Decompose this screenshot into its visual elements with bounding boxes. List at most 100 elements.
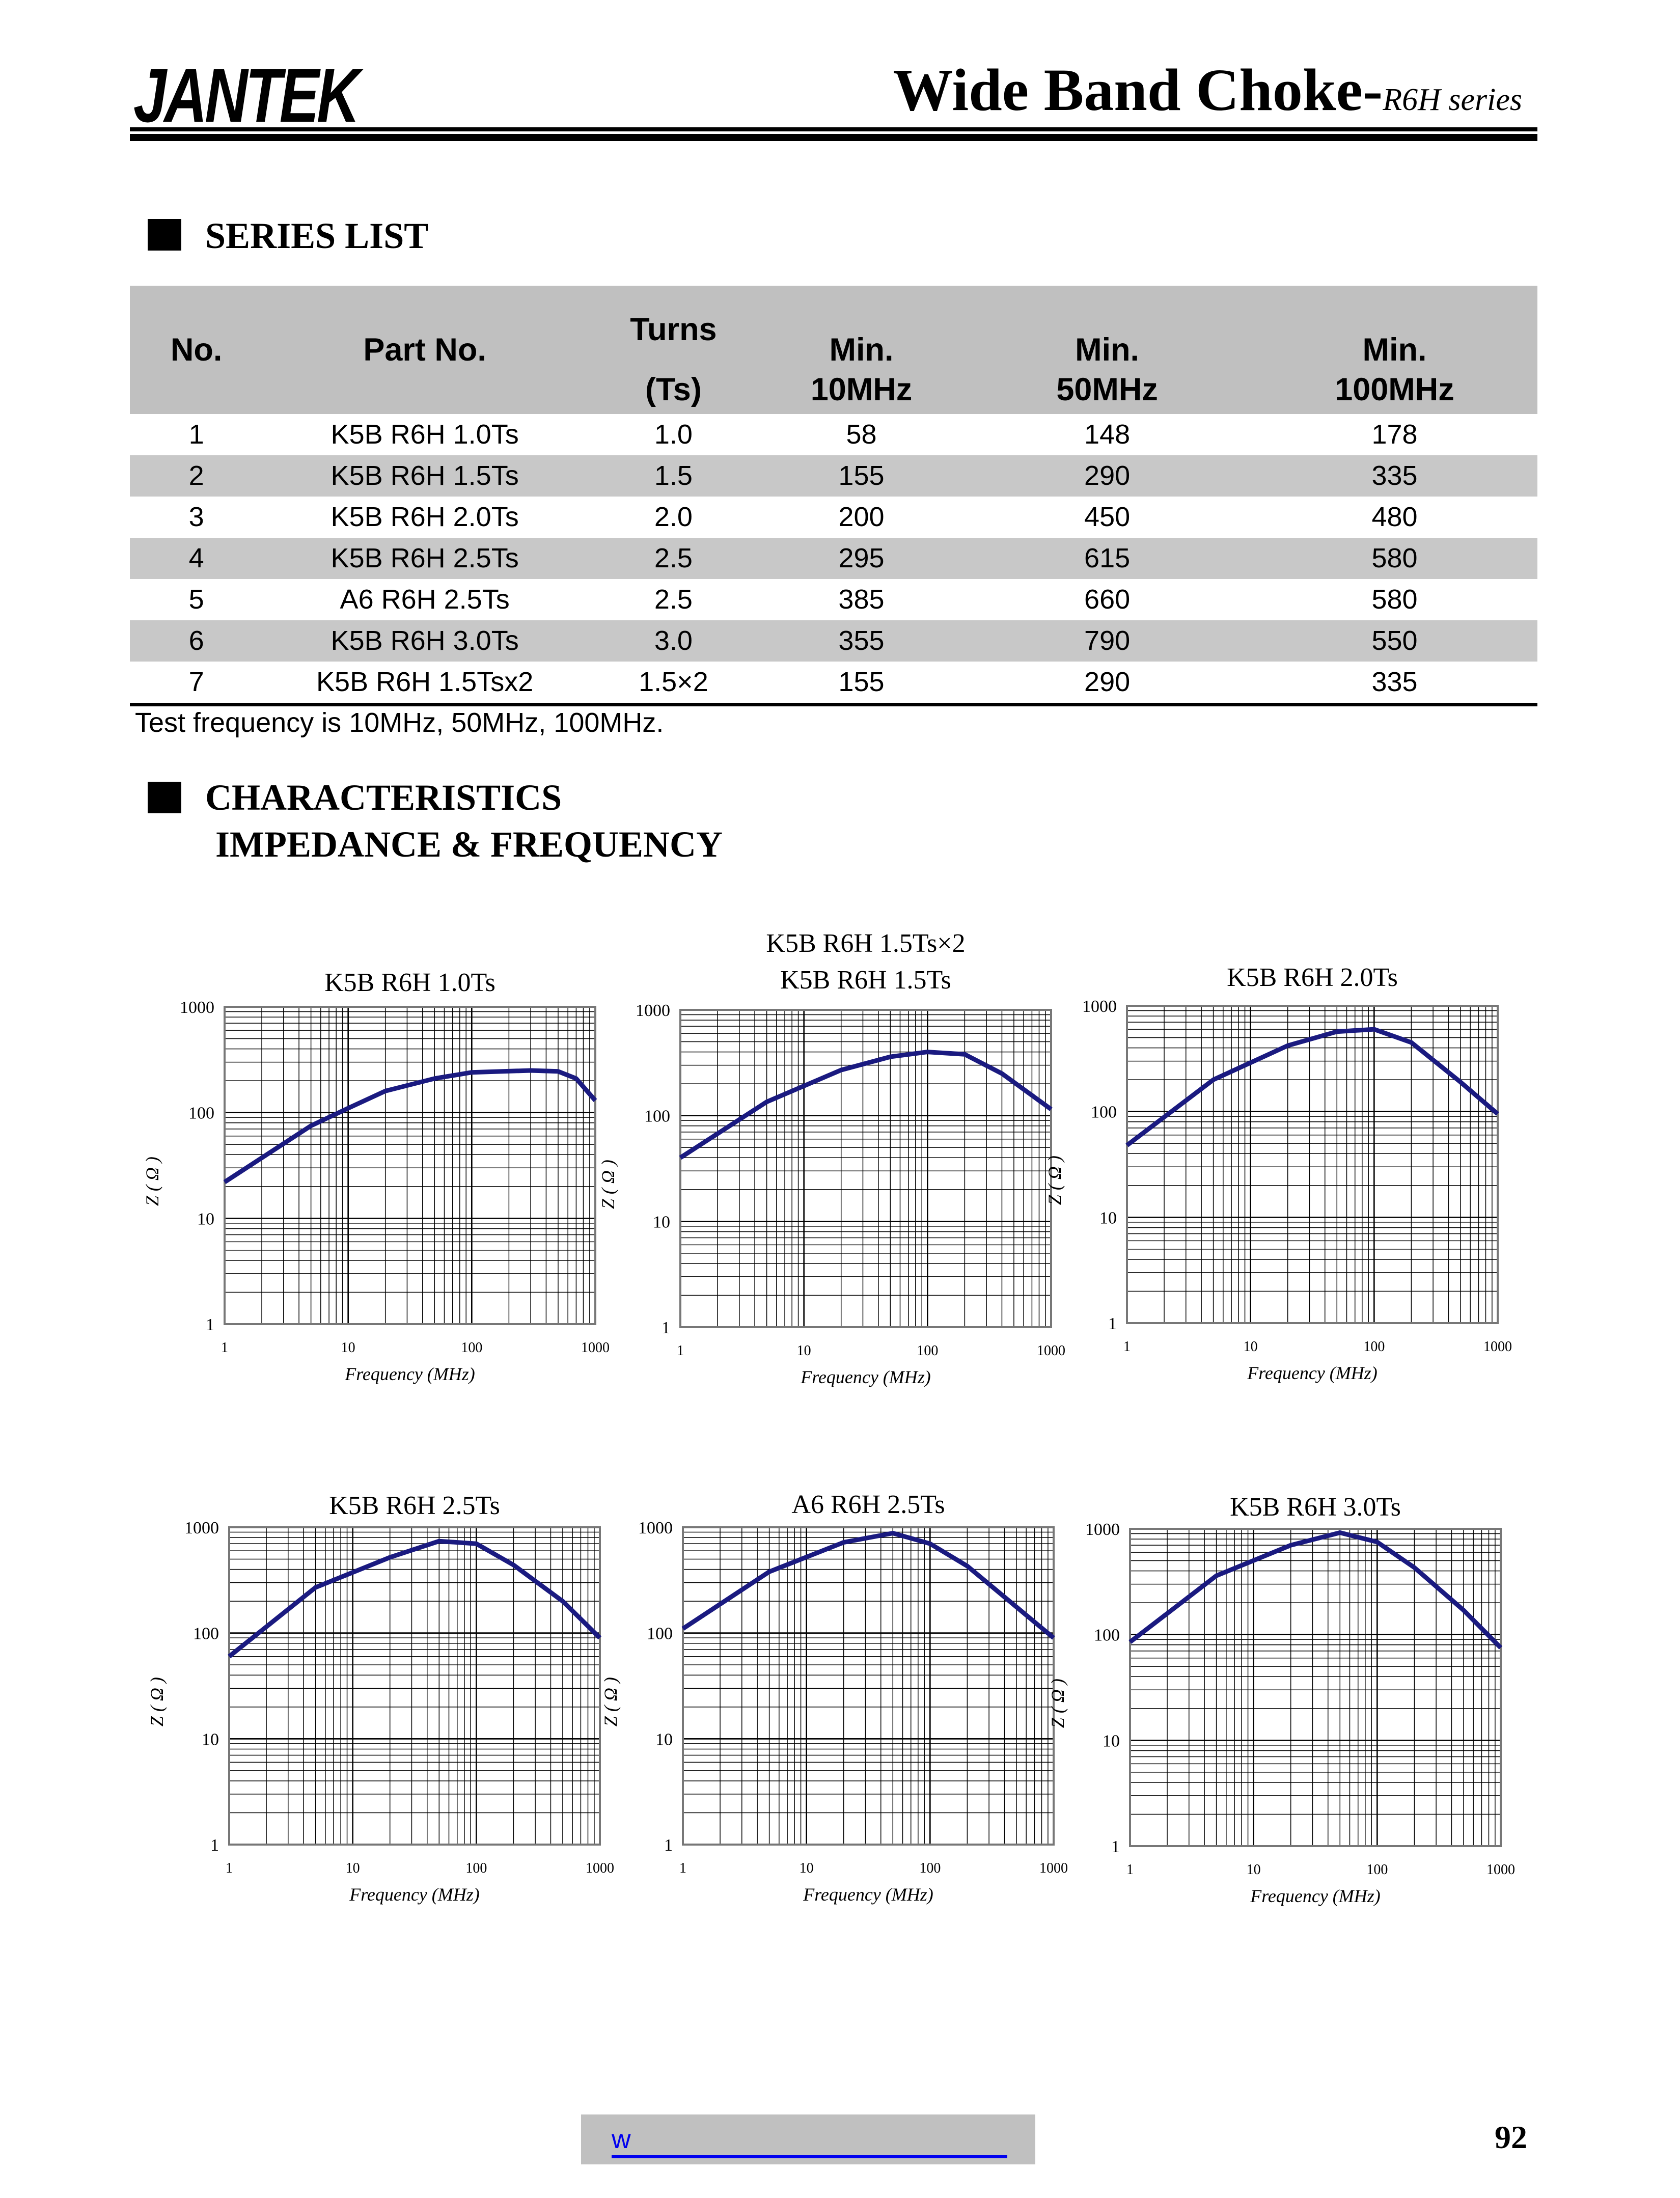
table-row: 1 K5B R6H 1.0Ts 1.0 58 148 178 [130,414,1537,455]
table-cell: A6 R6H 2.5Ts [340,584,510,615]
table-row: 6 K5B R6H 3.0Ts 3.0 355 790 550 [130,620,1537,662]
chart-title: K5B R6H 2.0Ts [1227,963,1398,992]
table-cell: 2 [130,455,263,497]
y-tick-label: 1000 [1082,997,1117,1016]
y-tick-label: 1 [1111,1837,1120,1856]
document-title: Wide Band Choke-R6H series [893,57,1522,123]
jantek-logo: JANTEK [133,52,360,138]
table-row: 7 K5B R6H 1.5Tsx2 1.5×2 155 290 335 [130,662,1537,706]
table-cell: 58 [846,419,877,450]
table-cell: 3 [188,502,204,533]
footer-link-box: w [581,2114,1035,2164]
column-header-line2: (Ts) [645,372,702,408]
y-tick-label: 1 [664,1836,673,1855]
column-header-line2: 50MHz [1056,372,1158,408]
section-bullet-icon [148,219,181,251]
table-cell: 580 [1371,584,1418,615]
table-cell: K5B R6H 1.5Ts [263,455,587,497]
table-cell: K5B R6H 2.0Ts [331,502,519,533]
y-axis-label: Z ( Ω ) [1048,1679,1068,1728]
x-tick-label: 10 [341,1340,355,1356]
y-axis-label: Z ( Ω ) [600,1677,621,1726]
impedance-curve [228,1538,602,1659]
x-axis-label: Frequency (MHz) [349,1884,480,1905]
column-header: Min. 50MHz [962,286,1252,414]
page-number: 92 [1495,2119,1527,2155]
table-row: 2 K5B R6H 1.5Ts 1.5 155 290 335 [130,455,1537,497]
y-tick-label: 10 [202,1730,219,1749]
table-cell: 335 [1251,662,1537,706]
table-cell: 5 [188,584,204,615]
impedance-curve [681,1531,1055,1640]
plot-frame [224,1006,596,1325]
plot-frame [1129,1528,1502,1847]
y-tick-label: 100 [1094,1626,1120,1645]
table-cell: 2.0 [654,502,693,533]
column-header-line1: No. [170,332,223,368]
table-cell: 450 [1084,502,1131,533]
x-axis-label: Frequency (MHz) [1247,1363,1378,1383]
x-tick-label: 1 [1126,1862,1134,1878]
grid [1126,1005,1499,1324]
y-tick-label: 1000 [636,1001,670,1020]
x-axis-label: Frequency (MHz) [1250,1886,1381,1906]
x-tick-label: 10 [1244,1339,1258,1355]
x-tick-label: 1000 [1037,1343,1065,1359]
x-tick-label: 10 [800,1860,814,1876]
table-cell: 355 [760,620,963,662]
table-row: 5 A6 R6H 2.5Ts 2.5 385 660 580 [130,579,1537,620]
table-cell: K5B R6H 3.0Ts [263,620,587,662]
y-axis-label: Z ( Ω ) [147,1677,167,1726]
plot-frame [679,1009,1052,1328]
y-tick-label: 1 [210,1836,219,1855]
grid [1129,1528,1502,1847]
table-cell: 178 [1371,419,1418,450]
grid [224,1006,596,1325]
y-axis-label: Z ( Ω ) [598,1160,618,1209]
chart-title: A6 R6H 2.5Ts [791,1490,945,1519]
impedance-chart: 1 10 100 1000 1 10 100 1000 Frequency (MHz) Z ( Ω… [1048,1520,1515,1906]
impedance-chart: 1 10 100 1000 1 10 100 1000 Frequency (MHz) Z ( Ω… [147,1519,614,1905]
y-tick-label: 100 [647,1625,673,1643]
plot-frame [1126,1005,1499,1324]
table-cell: 4 [130,538,263,579]
x-axis-label: Frequency (MHz) [803,1884,933,1905]
table-cell: 1 [188,419,204,450]
x-tick-label: 1000 [1486,1862,1515,1878]
x-axis-label: Frequency (MHz) [800,1367,931,1387]
impedance-curve [1128,1530,1503,1650]
table-cell: 615 [962,538,1252,579]
column-header: No. [130,286,263,414]
table-cell: 480 [1371,502,1418,533]
y-tick-label: 1000 [184,1519,219,1537]
table-cell: 1.5×2 [587,662,760,706]
x-tick-label: 100 [1363,1339,1385,1355]
table-cell: 1.0 [654,419,693,450]
y-tick-label: 1000 [180,998,214,1017]
x-tick-label: 1 [679,1860,686,1876]
table-row: 4 K5B R6H 2.5Ts 2.5 295 615 580 [130,538,1537,579]
table-cell: 148 [1084,419,1131,450]
table-cell: 790 [962,620,1252,662]
y-tick-label: 100 [644,1107,670,1126]
series-list-heading: SERIES LIST [205,215,429,256]
impedance-frequency-heading: IMPEDANCE & FREQUENCY [215,824,723,865]
table-cell: 550 [1251,620,1537,662]
x-tick-label: 100 [1366,1862,1388,1878]
y-tick-label: 100 [1091,1103,1117,1122]
column-header-line1: Min. [829,332,894,368]
column-header-line2: 10MHz [810,372,913,408]
impedance-curve [223,1068,597,1184]
table-cell: 7 [130,662,263,706]
x-tick-label: 100 [917,1343,938,1359]
y-axis-label: Z ( Ω ) [142,1157,162,1206]
title-series: R6H series [1383,83,1522,117]
table-row: 3 K5B R6H 2.0Ts 2.0 200 450 480 [130,497,1537,538]
y-tick-label: 1000 [638,1519,673,1537]
website-link[interactable]: w [612,2124,1007,2159]
chart-title: K5B R6H 2.5Ts [329,1491,500,1520]
plot-frame [682,1526,1055,1846]
x-tick-label: 10 [797,1343,811,1359]
chart-title-extra: K5B R6H 1.5Ts×2 [766,929,966,958]
